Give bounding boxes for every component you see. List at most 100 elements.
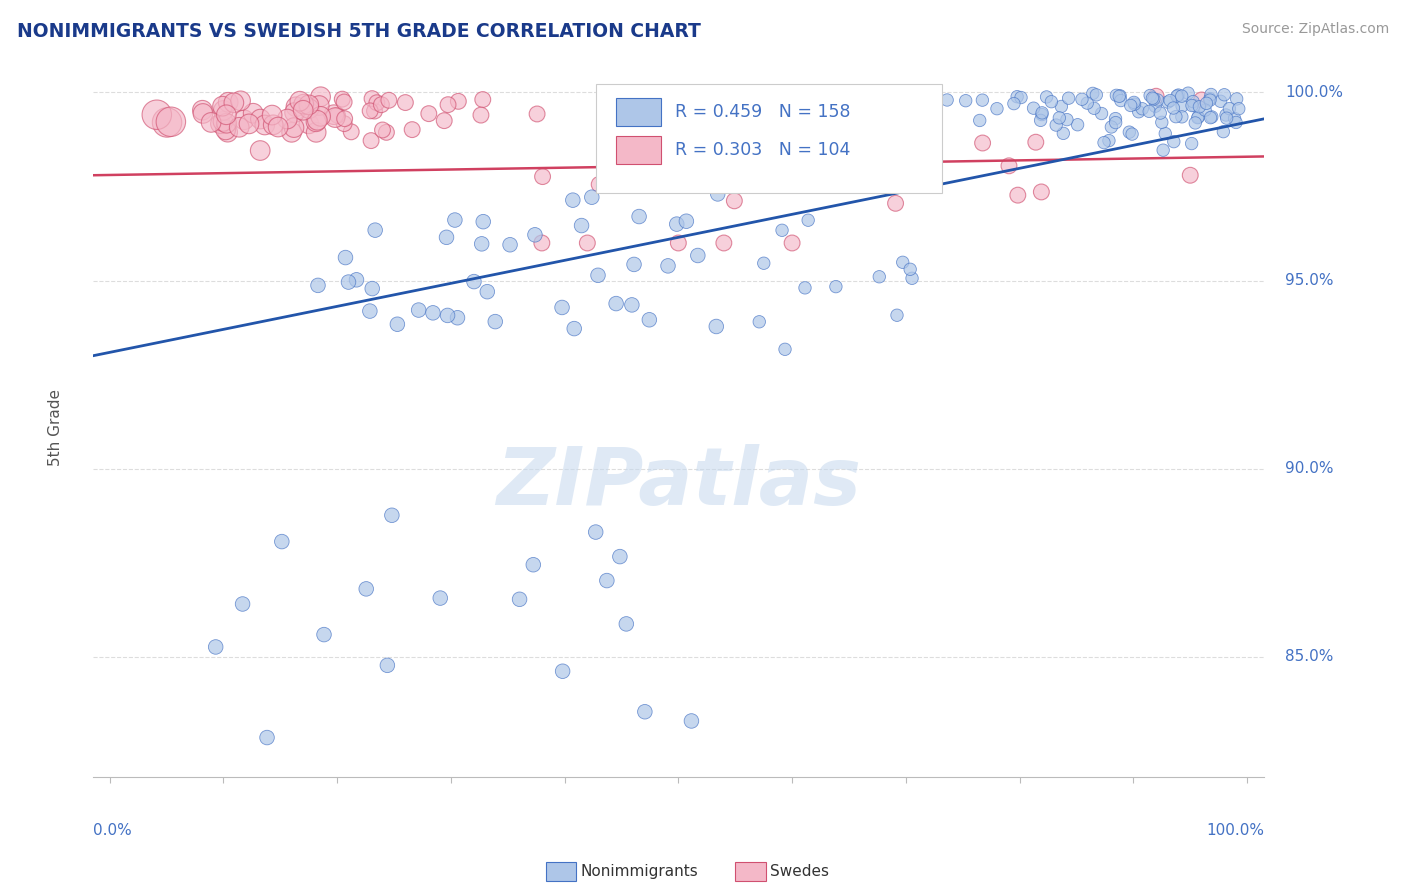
- Point: [1035, 90, 1057, 104]
- Point: [1081, 87, 1104, 101]
- Point: [657, 259, 679, 273]
- Point: [1104, 115, 1126, 129]
- Point: [1159, 94, 1181, 108]
- Point: [326, 108, 349, 122]
- Point: [212, 114, 235, 128]
- Point: [797, 213, 820, 227]
- Point: [256, 731, 278, 745]
- Point: [704, 319, 727, 334]
- Point: [308, 98, 330, 112]
- Text: 0.0%: 0.0%: [93, 822, 131, 838]
- Bar: [616, 136, 661, 163]
- Point: [1191, 93, 1213, 107]
- Point: [1184, 116, 1206, 130]
- Point: [1118, 125, 1140, 139]
- Point: [309, 109, 332, 123]
- Point: [623, 257, 645, 271]
- Point: [363, 103, 385, 118]
- Point: [470, 108, 492, 122]
- Point: [1109, 88, 1132, 103]
- Point: [280, 125, 302, 139]
- Point: [1092, 136, 1115, 150]
- Text: 100.0%: 100.0%: [1285, 85, 1343, 100]
- Point: [1071, 92, 1094, 106]
- Point: [361, 282, 384, 296]
- Point: [346, 273, 368, 287]
- Point: [232, 597, 254, 611]
- Point: [1223, 112, 1246, 126]
- Point: [364, 223, 387, 237]
- Point: [307, 113, 329, 128]
- Point: [1045, 118, 1067, 132]
- Point: [298, 98, 321, 112]
- Point: [160, 115, 183, 129]
- Point: [561, 193, 583, 207]
- Point: [270, 534, 292, 549]
- Point: [292, 103, 315, 118]
- Point: [253, 118, 276, 132]
- Point: [307, 278, 329, 293]
- Point: [1227, 102, 1250, 116]
- Point: [808, 105, 831, 120]
- Point: [418, 106, 440, 120]
- Point: [581, 190, 603, 204]
- Point: [824, 128, 846, 143]
- Point: [209, 117, 232, 131]
- Point: [471, 236, 494, 251]
- Point: [1056, 112, 1078, 127]
- Point: [586, 268, 609, 283]
- Point: [305, 125, 328, 139]
- Point: [1142, 91, 1164, 105]
- Point: [1171, 89, 1194, 103]
- Point: [530, 235, 553, 250]
- Point: [955, 94, 977, 108]
- Point: [1098, 134, 1121, 148]
- Point: [1085, 87, 1108, 102]
- Point: [1199, 87, 1222, 102]
- Point: [1076, 96, 1098, 111]
- Point: [1167, 88, 1189, 103]
- Point: [1128, 104, 1150, 119]
- Text: 90.0%: 90.0%: [1285, 461, 1334, 476]
- Point: [1166, 89, 1188, 103]
- Point: [706, 186, 728, 201]
- Point: [1144, 99, 1167, 113]
- Point: [1121, 127, 1143, 141]
- Point: [1199, 111, 1222, 125]
- Point: [969, 113, 991, 128]
- Point: [233, 112, 256, 127]
- Point: [1150, 115, 1173, 129]
- Point: [463, 275, 485, 289]
- Point: [1152, 143, 1174, 157]
- Bar: [616, 98, 661, 127]
- Point: [1031, 106, 1053, 120]
- Point: [378, 93, 401, 107]
- Point: [620, 298, 643, 312]
- Point: [288, 94, 311, 108]
- Point: [191, 103, 214, 118]
- Point: [886, 308, 908, 322]
- Point: [242, 106, 264, 120]
- Point: [1031, 185, 1053, 199]
- Point: [526, 107, 548, 121]
- Point: [238, 117, 260, 131]
- Point: [1119, 98, 1142, 112]
- Text: NONIMMIGRANTS VS SWEDISH 5TH GRADE CORRELATION CHART: NONIMMIGRANTS VS SWEDISH 5TH GRADE CORRE…: [17, 22, 700, 41]
- Point: [1213, 87, 1236, 102]
- Point: [1171, 99, 1194, 113]
- Text: 85.0%: 85.0%: [1285, 649, 1334, 665]
- Point: [1143, 92, 1166, 106]
- Point: [305, 115, 328, 129]
- Point: [1187, 111, 1209, 125]
- Point: [756, 169, 779, 183]
- Point: [1050, 99, 1073, 113]
- Point: [1199, 92, 1222, 106]
- Point: [249, 112, 271, 126]
- Point: [509, 592, 531, 607]
- Point: [1109, 94, 1132, 108]
- Point: [868, 269, 890, 284]
- Point: [1154, 127, 1177, 141]
- Point: [1181, 98, 1204, 112]
- Point: [360, 134, 382, 148]
- Point: [262, 108, 284, 122]
